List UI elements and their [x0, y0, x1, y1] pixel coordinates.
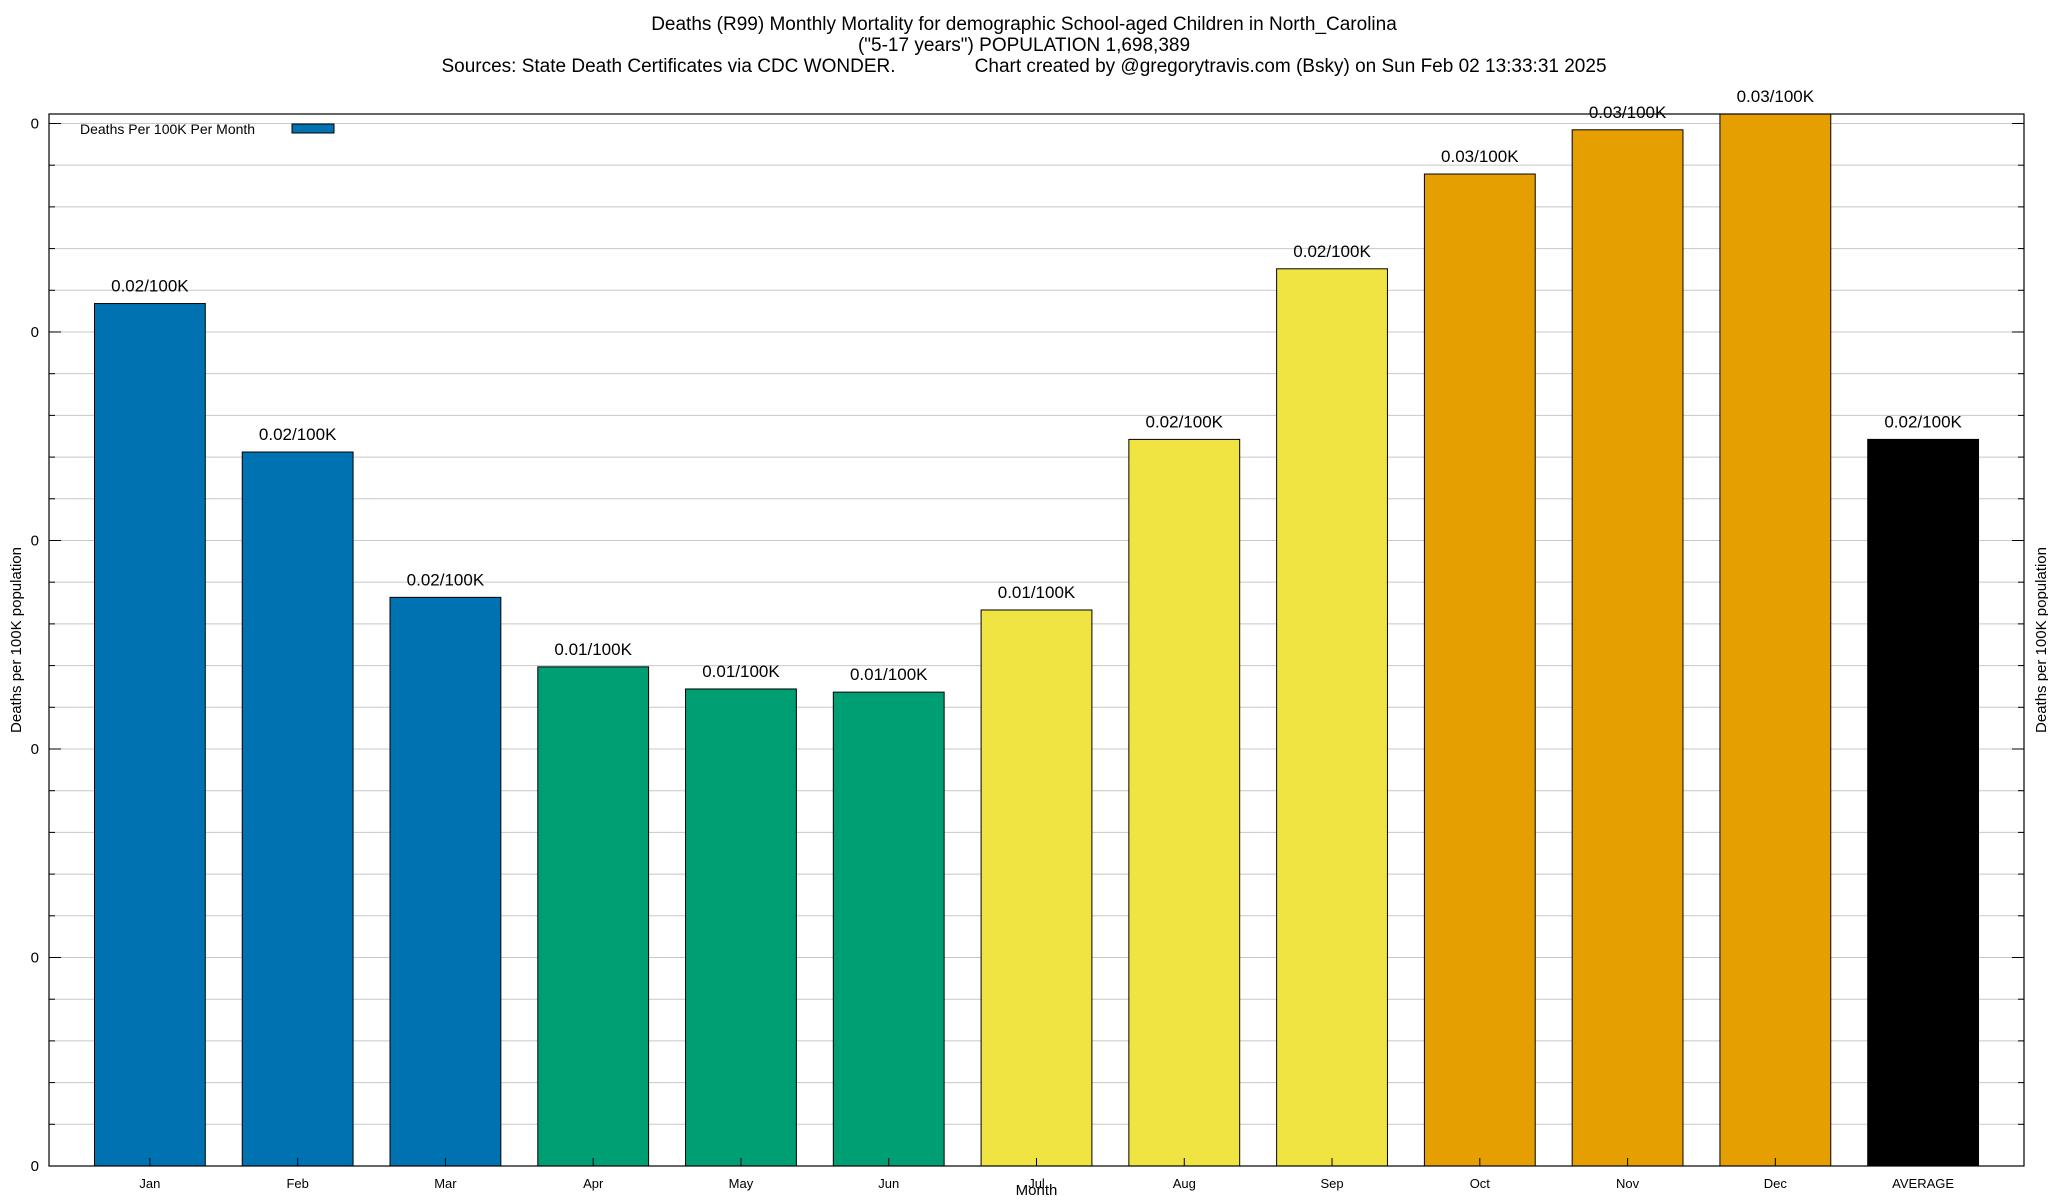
bar-may — [685, 688, 797, 1167]
data-label: 0.01/100K — [998, 583, 1076, 602]
data-label: 0.02/100K — [1146, 412, 1224, 431]
y-tick-label: 0 — [31, 532, 39, 549]
bar-jan — [93, 303, 206, 1167]
data-label: 0.02/100K — [1884, 412, 1962, 431]
y-axis-label: Deaths per 100K population — [8, 547, 25, 733]
bar-mar — [389, 596, 502, 1167]
bar-feb — [241, 451, 354, 1167]
x-tick-label: AVERAGE — [1892, 1176, 1954, 1191]
x-tick-label: Jul — [1028, 1176, 1045, 1191]
grid-lines — [49, 122, 2024, 1167]
bar-jun — [832, 691, 945, 1167]
data-label: 0.02/100K — [111, 277, 189, 296]
y2-axis-label: Deaths per 100K population — [2033, 547, 2048, 733]
chart-title-block: Deaths (R99) Monthly Mortality for demog… — [0, 14, 2048, 77]
x-tick-label: Jun — [878, 1176, 899, 1191]
data-label: 0.01/100K — [554, 640, 632, 659]
y-tick-label: 0 — [31, 115, 39, 132]
y-tick-label: 0 — [31, 741, 39, 758]
legend-swatch — [291, 123, 335, 134]
legend: Deaths Per 100K Per Month — [80, 121, 335, 137]
bar-average — [1867, 438, 1980, 1167]
x-tick-label: Sep — [1320, 1176, 1343, 1191]
data-label: 0.03/100K — [1441, 147, 1519, 166]
x-tick-label: Nov — [1616, 1176, 1640, 1191]
bar-jul — [980, 609, 1093, 1167]
x-tick-label: Oct — [1470, 1176, 1491, 1191]
chart-subtitle: ("5-17 years") POPULATION 1,698,389 — [857, 35, 1191, 56]
x-axis-ticks: Jan Feb Mar Apr May Jun Jul Aug Sep Oct Nov Dec AVER… — [139, 1158, 1954, 1191]
y-axis-ticks: 0 0 0 0 0 0 — [31, 115, 2024, 1175]
y-tick-label: 0 — [31, 1158, 39, 1175]
bar-apr — [537, 666, 650, 1167]
data-label: 0.01/100K — [702, 662, 780, 681]
y-tick-label: 0 — [31, 324, 39, 341]
x-tick-label: Aug — [1173, 1176, 1196, 1191]
bar-sep — [1276, 268, 1388, 1167]
data-label: 0.02/100K — [407, 570, 485, 589]
data-label: 0.01/100K — [850, 665, 928, 684]
data-label: 0.02/100K — [259, 425, 337, 444]
legend-label: Deaths Per 100K Per Month — [80, 121, 255, 137]
bar-oct — [1423, 173, 1536, 1167]
bars: 0.02/100K 0.02/100K 0.02/100K 0.01/100K 0.01… — [93, 87, 1980, 1167]
x-tick-label: Feb — [286, 1176, 308, 1191]
bar-nov — [1571, 129, 1684, 1167]
chart-source-line: Sources: State Death Certificates via CD… — [441, 56, 1607, 77]
x-tick-label: May — [729, 1176, 754, 1191]
x-tick-label: Mar — [434, 1176, 457, 1191]
y-tick-label: 0 — [31, 949, 39, 966]
x-axis-label: Month — [1016, 1182, 1058, 1199]
data-label: 0.03/100K — [1737, 87, 1815, 106]
data-label: 0.02/100K — [1293, 242, 1371, 261]
x-tick-label: Apr — [583, 1176, 604, 1191]
bar-dec — [1719, 113, 1832, 1167]
x-tick-label: Dec — [1764, 1176, 1788, 1191]
x-tick-label: Jan — [139, 1176, 160, 1191]
data-label: 0.03/100K — [1589, 103, 1667, 122]
bar-aug — [1128, 438, 1241, 1167]
chart-title: Deaths (R99) Monthly Mortality for demog… — [651, 14, 1397, 35]
plot-frame — [48, 113, 2025, 1167]
